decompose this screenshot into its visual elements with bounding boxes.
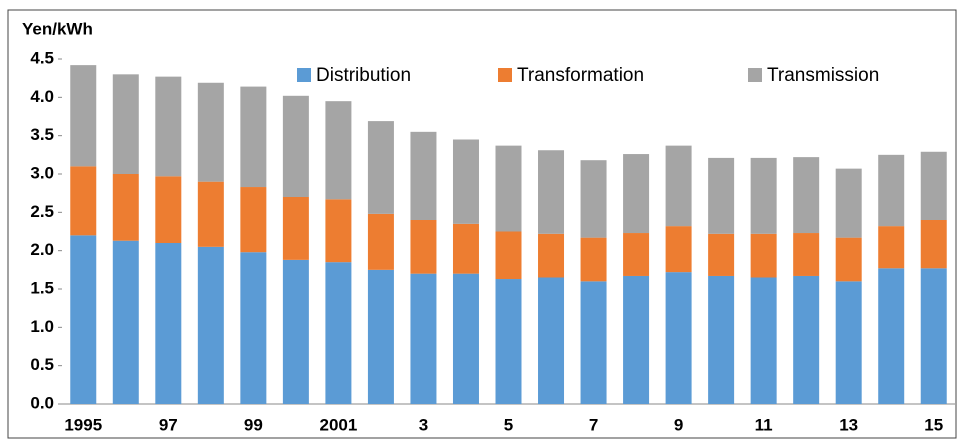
bar-segment: [835, 281, 862, 404]
bar-segment: [878, 226, 905, 269]
x-tick-label: 97: [159, 415, 178, 434]
bar-segment: [793, 275, 820, 404]
bar-segment: [367, 213, 394, 270]
bar-segment: [197, 181, 224, 247]
bar-segment: [325, 262, 352, 404]
bar-segment: [112, 74, 139, 174]
bar-segment: [282, 259, 309, 404]
bar-segment: [70, 235, 97, 404]
bar-segment: [282, 95, 309, 197]
bar-segment: [750, 277, 777, 404]
y-tick-label: 3.0: [30, 163, 54, 182]
bar-segment: [410, 273, 437, 404]
x-tick-label: 11: [755, 415, 773, 434]
y-axis-label: Yen/kWh: [22, 19, 93, 38]
bar-segment: [240, 86, 267, 188]
bar-segment: [197, 82, 224, 182]
y-tick-label: 4.0: [30, 87, 54, 106]
bar-segment: [452, 139, 479, 224]
bar-segment: [580, 237, 607, 282]
bar-segment: [325, 101, 352, 200]
bar-segment: [495, 279, 522, 404]
bar-segment: [623, 275, 650, 404]
legend-swatch: [498, 68, 512, 82]
bar-segment: [495, 145, 522, 232]
legend-label: Transmission: [767, 65, 879, 86]
bar-segment: [155, 176, 182, 243]
bar-segment: [538, 277, 565, 404]
bar-segment: [920, 151, 947, 220]
bar-segment: [410, 131, 437, 220]
y-tick-label: 1.5: [30, 278, 54, 297]
bar-segment: [197, 246, 224, 404]
bar-segment: [580, 281, 607, 404]
bar-segment: [793, 233, 820, 276]
bar-segment: [410, 220, 437, 274]
bar-segment: [538, 150, 565, 234]
legend-swatch: [748, 68, 762, 82]
bar-segment: [240, 187, 267, 253]
y-tick-label: 3.5: [30, 125, 54, 144]
legend-label: Distribution: [316, 65, 411, 86]
x-tick-label: 99: [244, 415, 263, 434]
bar-segment: [282, 197, 309, 260]
legend-label: Transformation: [517, 65, 644, 86]
x-tick-label: 1995: [64, 415, 102, 434]
bar-segment: [708, 157, 735, 234]
y-tick-label: 2.0: [30, 240, 54, 259]
bar-segment: [878, 268, 905, 404]
bar-segment: [708, 233, 735, 276]
x-tick-label: 2001: [319, 415, 357, 434]
bar-segment: [70, 166, 97, 236]
y-tick-label: 2.5: [30, 202, 54, 221]
y-tick-label: 1.0: [30, 317, 54, 336]
bar-segment: [665, 226, 692, 273]
bar-segment: [112, 240, 139, 404]
bar-segment: [538, 233, 565, 278]
bar-segment: [793, 157, 820, 234]
y-tick-label: 4.5: [30, 48, 54, 67]
bar-segment: [835, 237, 862, 282]
bar-segment: [70, 65, 97, 167]
bar-segment: [580, 160, 607, 238]
frame: [7, 9, 957, 439]
bar-segment: [155, 243, 182, 404]
y-tick-label: 0.5: [30, 355, 54, 374]
x-tick-label: 5: [504, 415, 513, 434]
bar-segment: [835, 168, 862, 238]
bar-segment: [452, 273, 479, 404]
bar-segment: [452, 223, 479, 274]
bar-segment: [750, 233, 777, 278]
bar-segment: [708, 275, 735, 404]
bar-segment: [367, 121, 394, 214]
x-tick-label: 3: [419, 415, 428, 434]
bar-segment: [495, 231, 522, 280]
x-tick-label: 7: [589, 415, 598, 434]
bar-segment: [367, 269, 394, 404]
x-tick-label: 15: [924, 415, 943, 434]
bar-segment: [623, 154, 650, 234]
bar-segment: [240, 252, 267, 404]
bar-segment: [112, 174, 139, 241]
bar-segment: [623, 233, 650, 276]
bar-segment: [665, 145, 692, 227]
bar-segment: [665, 272, 692, 404]
bar-segment: [750, 157, 777, 234]
y-tick-label: 0.0: [30, 393, 54, 412]
bar-segment: [920, 268, 947, 404]
bar-segment: [155, 76, 182, 177]
x-tick-label: 9: [674, 415, 683, 434]
x-tick-label: 13: [839, 415, 858, 434]
bar-segment: [325, 199, 352, 263]
bar-segment: [878, 154, 905, 227]
legend-swatch: [297, 68, 311, 82]
bar-segment: [920, 220, 947, 269]
